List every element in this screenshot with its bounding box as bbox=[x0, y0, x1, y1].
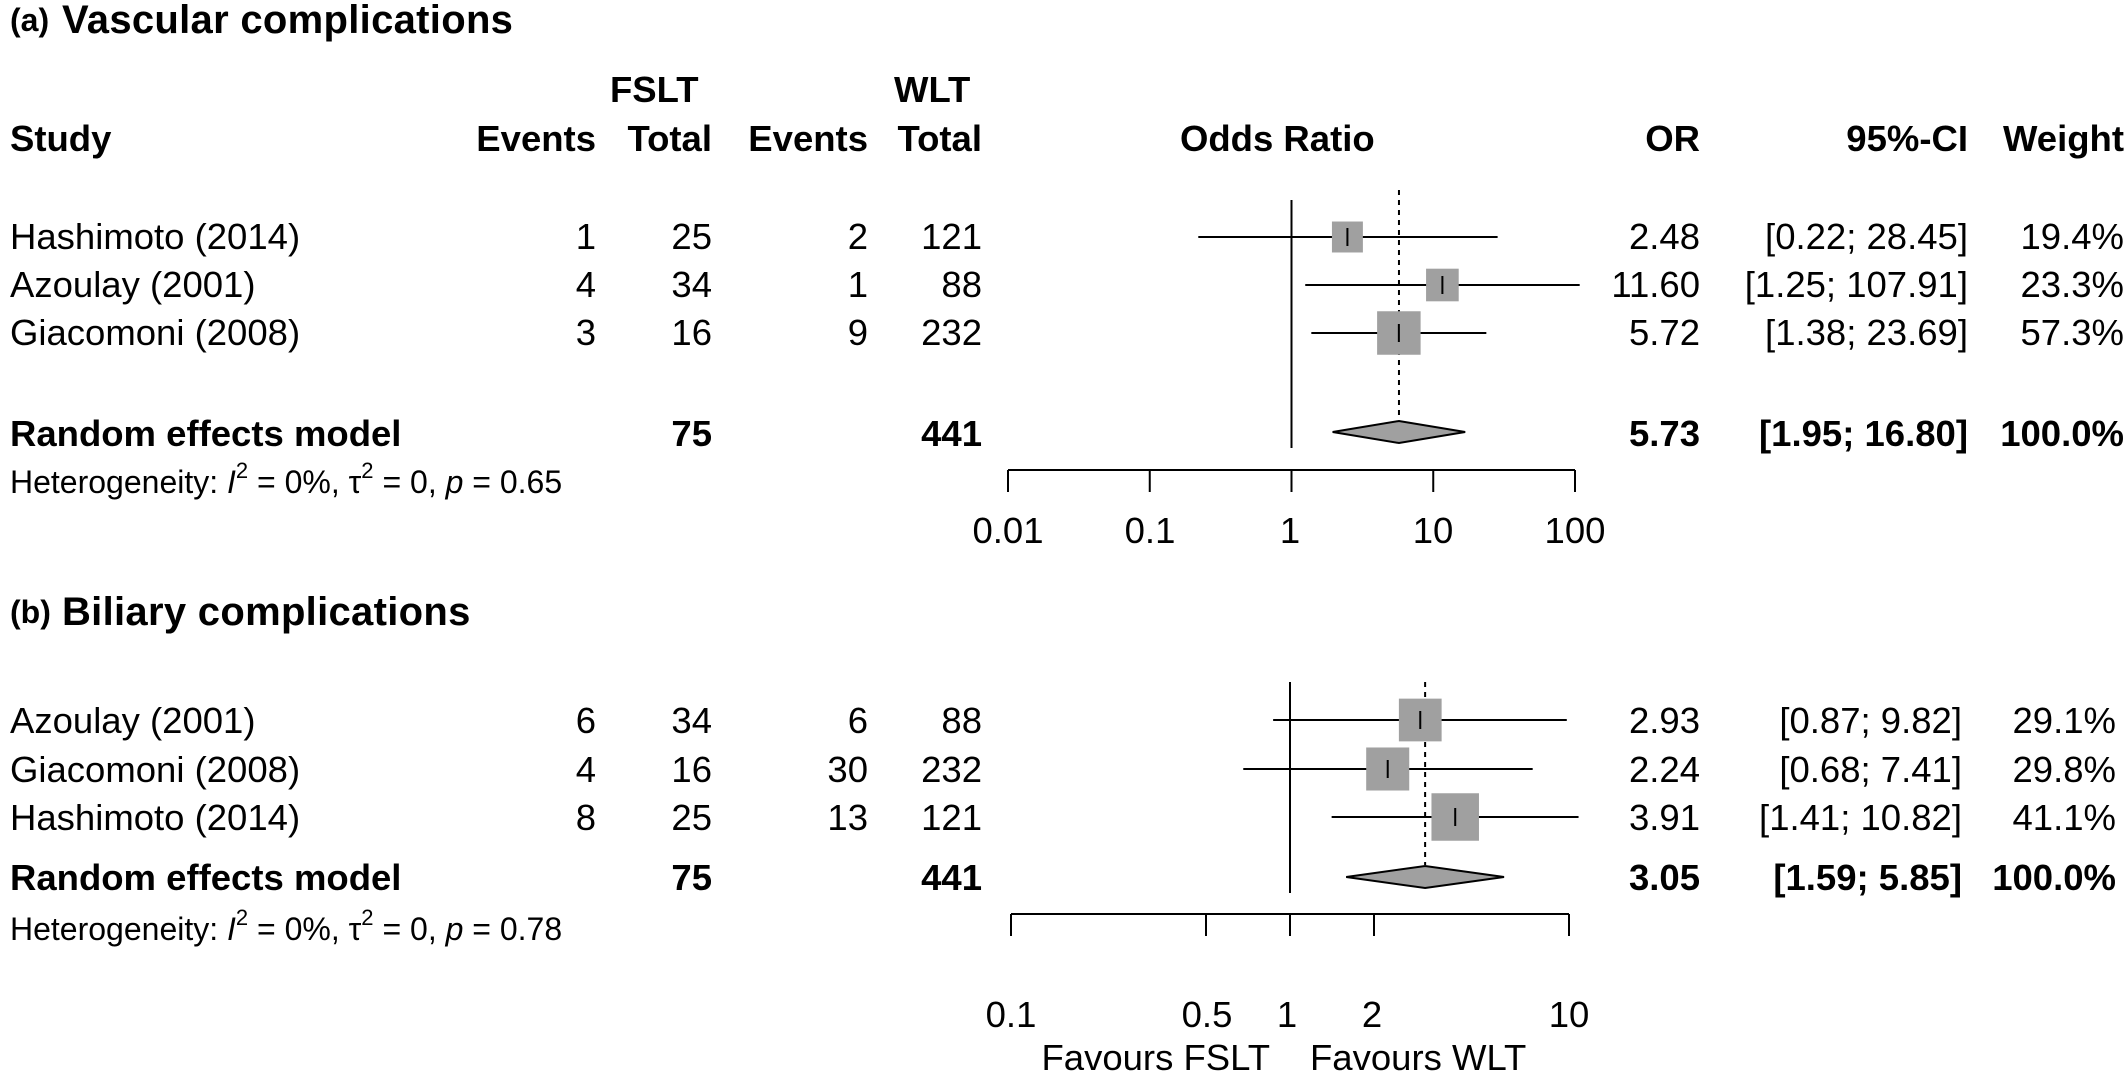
group2-header: WLT bbox=[894, 69, 971, 110]
ci-header: 95%-CI bbox=[1846, 118, 1968, 159]
heterogeneity-text: Heterogeneity: I2 = 0%, τ2 = 0, p = 0.78 bbox=[10, 905, 563, 947]
pooled-total1: 75 bbox=[671, 857, 712, 898]
total2-value: 88 bbox=[941, 700, 982, 741]
pooled-label: Random effects model bbox=[10, 413, 402, 454]
pooled-ci: [1.95; 16.80] bbox=[1759, 413, 1968, 454]
total2-value: 232 bbox=[921, 749, 982, 790]
forest-plot-b bbox=[1010, 682, 1579, 936]
events1-header: Events bbox=[476, 118, 596, 159]
ci-value: [0.68; 7.41] bbox=[1779, 749, 1962, 790]
total1-value: 16 bbox=[671, 312, 712, 353]
weight-value: 41.1% bbox=[2012, 797, 2117, 838]
study-name: Giacomoni (2008) bbox=[10, 749, 301, 790]
pooled-weight: 100.0% bbox=[1992, 857, 2116, 898]
weight-value: 23.3% bbox=[2020, 264, 2125, 305]
total2-value: 232 bbox=[921, 312, 982, 353]
panel-a-tag: (a) bbox=[10, 2, 50, 38]
study-name: Azoulay (2001) bbox=[10, 700, 256, 741]
pooled-weight: 100.0% bbox=[2000, 413, 2124, 454]
total1-header: Total bbox=[627, 118, 712, 159]
panel-b-title: Biliary complications bbox=[62, 590, 471, 634]
pooled-total2: 441 bbox=[921, 857, 982, 898]
panel-a-title: Vascular complications bbox=[62, 0, 514, 42]
study-name: Hashimoto (2014) bbox=[10, 216, 301, 257]
favours-right-label: Favours WLT bbox=[1310, 1037, 1527, 1078]
events1-value: 8 bbox=[575, 797, 596, 838]
heterogeneity-text: Heterogeneity: I2 = 0%, τ2 = 0, p = 0.65 bbox=[10, 458, 563, 500]
axis-tick-label: 1 bbox=[1276, 994, 1298, 1035]
axis-tick-label: 0.1 bbox=[1124, 510, 1176, 551]
or-value: 11.60 bbox=[1611, 264, 1700, 305]
pooled-diamond bbox=[1332, 419, 1466, 445]
total1-value: 25 bbox=[671, 797, 712, 838]
events2-value: 1 bbox=[847, 264, 868, 305]
favours-left-label: Favours FSLT bbox=[1041, 1037, 1270, 1078]
ci-value: [0.87; 9.82] bbox=[1779, 700, 1962, 741]
axis-tick-label: 0.01 bbox=[972, 510, 1044, 551]
study-name: Azoulay (2001) bbox=[10, 264, 256, 305]
pooled-label: Random effects model bbox=[10, 857, 402, 898]
ci-value: [1.38; 23.69] bbox=[1765, 312, 1968, 353]
events1-value: 4 bbox=[575, 749, 596, 790]
pooled-total2: 441 bbox=[921, 413, 982, 454]
events2-value: 13 bbox=[827, 797, 868, 838]
group1-header: FSLT bbox=[610, 69, 699, 110]
events1-value: 3 bbox=[575, 312, 596, 353]
study-name: Hashimoto (2014) bbox=[10, 797, 301, 838]
total2-value: 121 bbox=[921, 216, 982, 257]
or-value: 2.93 bbox=[1628, 700, 1700, 741]
total1-value: 25 bbox=[671, 216, 712, 257]
odds-ratio-header: Odds Ratio bbox=[1180, 118, 1375, 159]
total2-header: Total bbox=[897, 118, 982, 159]
weight-value: 29.1% bbox=[2012, 700, 2117, 741]
or-value: 2.24 bbox=[1628, 749, 1700, 790]
study-name: Giacomoni (2008) bbox=[10, 312, 301, 353]
events2-header: Events bbox=[748, 118, 868, 159]
ci-value: [1.25; 107.91] bbox=[1744, 264, 1968, 305]
total1-value: 34 bbox=[671, 700, 712, 741]
events1-value: 4 bbox=[575, 264, 596, 305]
weight-value: 19.4% bbox=[2020, 216, 2125, 257]
or-value: 5.72 bbox=[1628, 312, 1700, 353]
or-value: 2.48 bbox=[1628, 216, 1700, 257]
panel-b-tag: (b) bbox=[10, 594, 51, 630]
total2-value: 121 bbox=[921, 797, 982, 838]
axis-tick-label: 0.5 bbox=[1181, 994, 1233, 1035]
or-header: OR bbox=[1645, 118, 1700, 159]
events2-value: 9 bbox=[847, 312, 868, 353]
forest-plot-a bbox=[1007, 190, 1580, 492]
total2-value: 88 bbox=[941, 264, 982, 305]
axis-tick-label: 100 bbox=[1544, 510, 1606, 551]
pooled-or: 3.05 bbox=[1628, 857, 1700, 898]
axis-tick-label: 2 bbox=[1361, 994, 1383, 1035]
axis-tick-label: 10 bbox=[1412, 510, 1454, 551]
total1-value: 34 bbox=[671, 264, 712, 305]
events1-value: 6 bbox=[575, 700, 596, 741]
events2-value: 30 bbox=[827, 749, 868, 790]
pooled-diamond bbox=[1346, 864, 1505, 890]
events2-value: 2 bbox=[847, 216, 868, 257]
pooled-ci: [1.59; 5.85] bbox=[1773, 857, 1962, 898]
weight-value: 57.3% bbox=[2020, 312, 2125, 353]
pooled-total1: 75 bbox=[671, 413, 712, 454]
pooled-or: 5.73 bbox=[1628, 413, 1700, 454]
events1-value: 1 bbox=[575, 216, 596, 257]
axis-tick-label: 1 bbox=[1279, 510, 1301, 551]
axis-tick-label: 10 bbox=[1548, 994, 1590, 1035]
weight-value: 29.8% bbox=[2012, 749, 2117, 790]
events2-value: 6 bbox=[847, 700, 868, 741]
axis-tick-label: 0.1 bbox=[985, 994, 1037, 1035]
total1-value: 16 bbox=[671, 749, 712, 790]
ci-value: [1.41; 10.82] bbox=[1759, 797, 1962, 838]
weight-header: Weight bbox=[2003, 118, 2124, 159]
study-header: Study bbox=[10, 118, 112, 159]
ci-value: [0.22; 28.45] bbox=[1765, 216, 1968, 257]
or-value: 3.91 bbox=[1628, 797, 1700, 838]
